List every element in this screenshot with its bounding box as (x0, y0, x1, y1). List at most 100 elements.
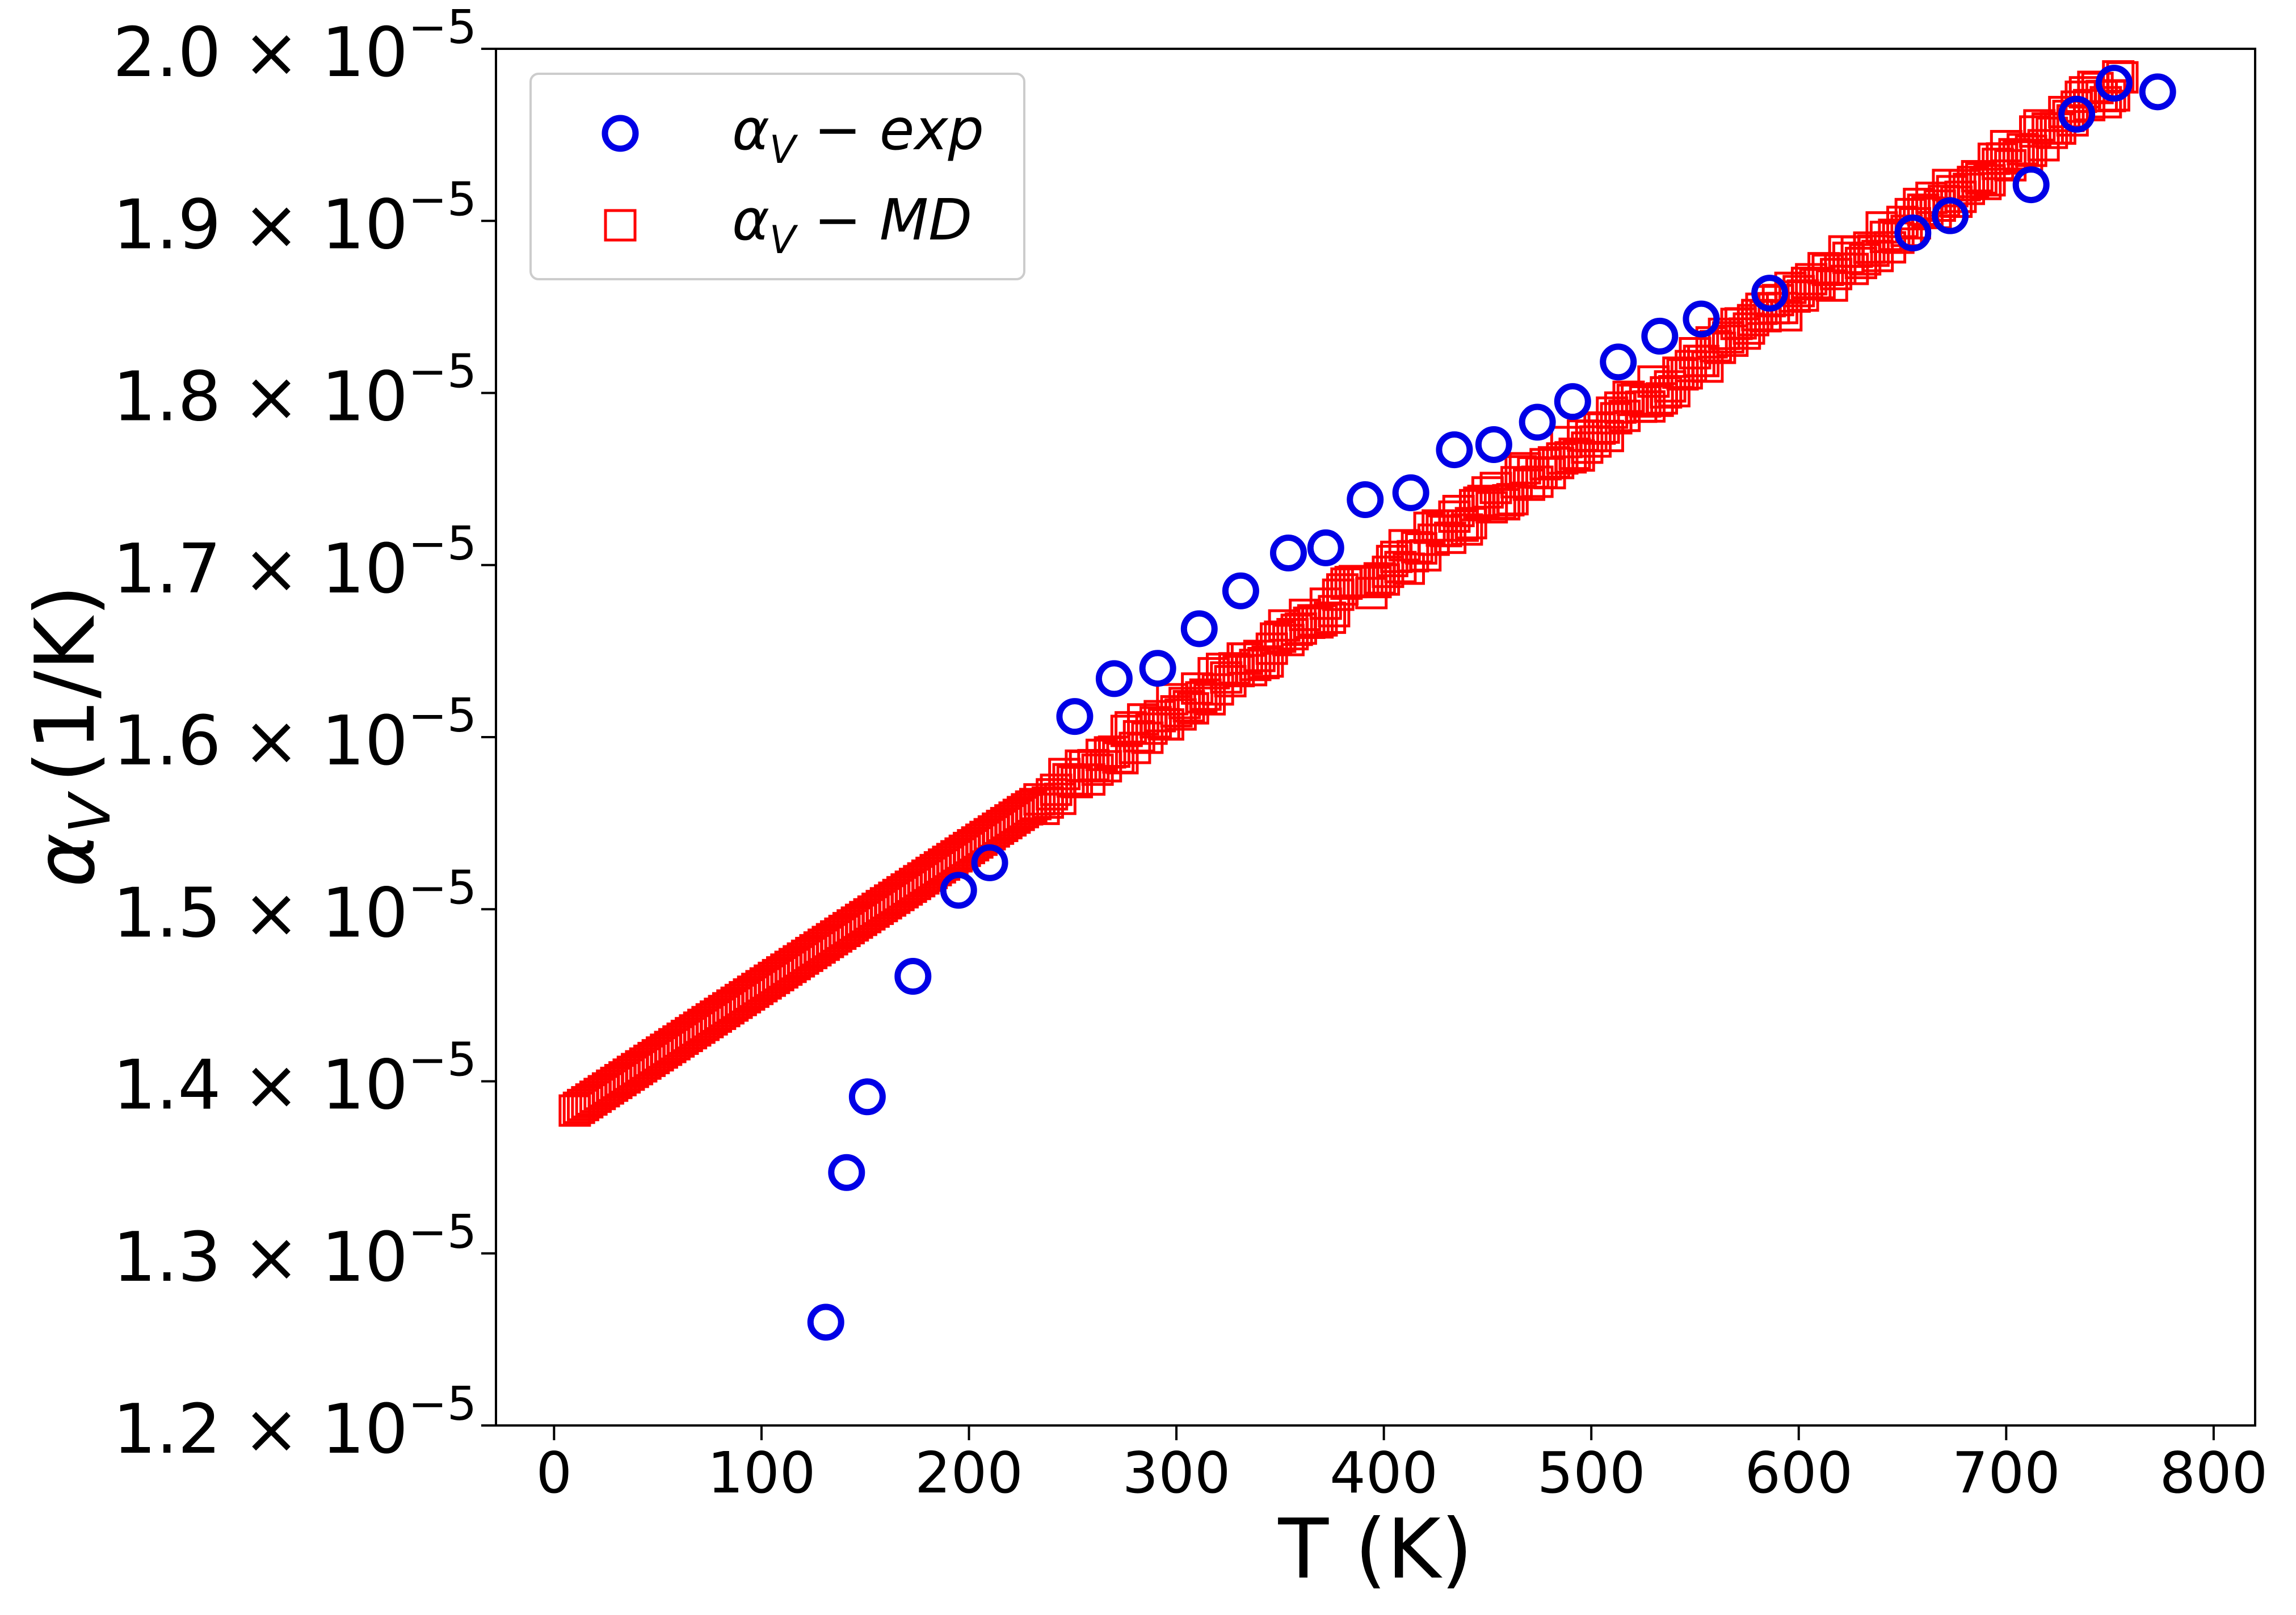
md-point (1384, 550, 1417, 583)
md-point (1691, 350, 1724, 383)
legend-box (529, 73, 1025, 280)
md-point (1558, 438, 1591, 470)
md-point (1139, 706, 1172, 739)
exp-point (1307, 529, 1344, 566)
md-point (2106, 61, 2139, 94)
md-point (1301, 606, 1334, 639)
md-point (2089, 86, 2122, 119)
md-point (1571, 431, 1604, 464)
md-point (1201, 673, 1234, 706)
exp-series-layer (807, 65, 2176, 1341)
md-point (1023, 783, 1056, 816)
y-axis: 1.2 × 10−5 1.3 × 10−5 1.4 × 10−5 1.5 × 10−5… (113, 1, 496, 1469)
md-point (1953, 173, 1986, 205)
exp-point (1347, 481, 1384, 519)
md-point (2097, 79, 2130, 112)
exp-point (2012, 166, 2050, 204)
md-point (1127, 703, 1160, 736)
exp-point (1932, 197, 1969, 234)
y-tick-label: 1.6 × 10−5 (113, 689, 477, 781)
y-axis-label-unit: (1/K) (18, 584, 113, 783)
md-point (1368, 563, 1401, 596)
md-point (1318, 595, 1351, 628)
y-axis-label: αV (1/K) (18, 584, 123, 887)
md-point (1251, 645, 1284, 678)
md-point (1450, 513, 1483, 546)
exp-point (2058, 95, 2096, 133)
exp-point (2139, 73, 2176, 111)
md-point (1670, 357, 1703, 390)
md-point (2015, 134, 2047, 167)
md-point (2007, 133, 2040, 166)
exp-point (971, 844, 1008, 881)
md-point (1521, 465, 1554, 498)
md-point (1645, 382, 1678, 415)
x-axis: 0 100 200 300 400 500 600 700 800 (536, 1425, 2268, 1506)
x-tick-label: 0 (536, 1440, 573, 1506)
y-tick-label: 1.9 × 10−5 (113, 173, 477, 264)
x-tick-label: 300 (1122, 1440, 1231, 1506)
exp-point (1519, 403, 1556, 441)
svg-text:αV(1/K): αV (1/K) (18, 584, 123, 887)
md-point (1475, 491, 1508, 524)
y-tick-label: 1.3 × 10−5 (113, 1205, 477, 1297)
x-tick-label: 500 (1537, 1440, 1646, 1506)
md-point (1849, 243, 1882, 276)
legend-md-marker (604, 209, 637, 242)
x-tick-label: 100 (707, 1440, 815, 1506)
legend-exp-marker (602, 115, 639, 152)
exp-point (1139, 650, 1176, 687)
y-tick-label: 2.0 × 10−5 (113, 1, 477, 92)
md-point (1044, 783, 1076, 815)
legend: αV − exp αV − MD (529, 73, 1025, 280)
md-point (1172, 690, 1205, 723)
md-point (1260, 622, 1293, 655)
y-axis-label-subscript: V (57, 790, 123, 833)
x-tick-label: 200 (915, 1440, 1023, 1506)
md-point (1413, 511, 1446, 544)
exp-point (1056, 698, 1094, 735)
md-point (1600, 402, 1633, 435)
legend-md-label: αV − MD (732, 187, 972, 263)
y-tick-label: 1.2 × 10−5 (113, 1377, 477, 1469)
md-point (1272, 624, 1305, 657)
md-point (1031, 786, 1064, 819)
md-point (1658, 375, 1691, 407)
md-point (1878, 218, 1911, 251)
md-point (1513, 468, 1546, 501)
md-point (1488, 488, 1521, 521)
exp-point (1475, 426, 1512, 463)
md-point (2036, 116, 2068, 149)
exp-point (1222, 572, 1259, 609)
exp-point (1641, 317, 1679, 355)
y-tick-label: 1.5 × 10−5 (113, 861, 477, 953)
md-point (1230, 642, 1263, 675)
md-point (1007, 796, 1040, 828)
y-tick-label: 1.7 × 10−5 (113, 517, 477, 609)
md-point (1675, 350, 1708, 382)
md-point (1446, 509, 1479, 542)
exp-point (1894, 214, 1932, 251)
md-point (1969, 167, 2002, 200)
exp-point (1554, 383, 1591, 420)
exp-point (1095, 660, 1133, 697)
md-point (1957, 166, 1990, 199)
md-series-layer (558, 60, 2139, 1127)
md-point (1085, 738, 1118, 771)
y-tick-label: 1.4 × 10−5 (113, 1033, 477, 1125)
exp-point (940, 872, 977, 909)
md-point (1214, 664, 1247, 697)
exp-point (1751, 275, 1789, 312)
md-point (1948, 169, 1981, 201)
exp-point (828, 1154, 865, 1191)
legend-exp-label: αV − exp (732, 96, 984, 173)
md-point (1836, 253, 1869, 285)
exp-point (1392, 474, 1429, 511)
md-point (1716, 324, 1749, 357)
exp-point (1436, 431, 1473, 469)
y-tick-label: 1.8 × 10−5 (113, 345, 477, 437)
exp-point (1683, 300, 1720, 338)
md-point (1575, 420, 1608, 453)
